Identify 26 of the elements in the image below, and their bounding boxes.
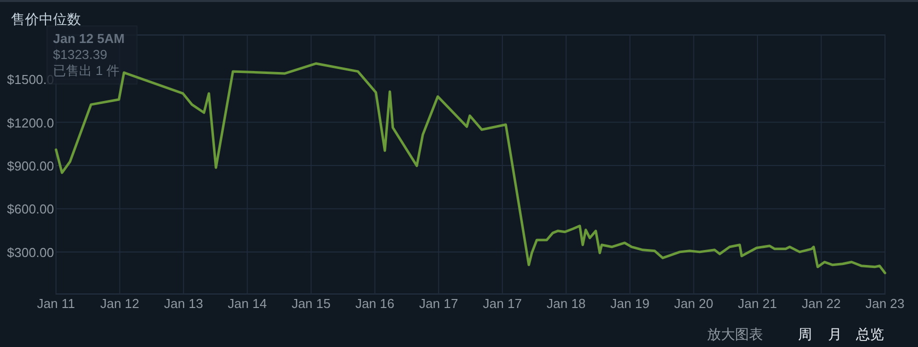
y-tick-label: $300.00 — [7, 244, 54, 260]
x-tick-label: Jan 22 — [802, 296, 841, 311]
y-tick-label: $600.00 — [7, 202, 54, 217]
x-tick-label: Jan 21 — [738, 296, 777, 311]
x-tick-label: Jan 17 — [419, 296, 458, 311]
x-tick-label: Jan 18 — [546, 296, 586, 311]
x-tick-label: Jan 12 — [100, 296, 140, 311]
annotation: 已售出 1 件 — [53, 63, 120, 78]
annotation: $1323.39 — [53, 47, 108, 62]
annotation: Jan 12 5AM — [53, 31, 125, 46]
text: 月 — [828, 326, 842, 342]
x-tick-label: Jan 15 — [292, 296, 331, 311]
x-tick-label: Jan 13 — [164, 296, 204, 311]
y-tick-label: $1200.0 — [7, 115, 54, 130]
x-tick-label: Jan 17 — [482, 296, 522, 311]
x-tick-label: Jan 19 — [610, 296, 650, 311]
x-tick-label: Jan 11 — [36, 296, 76, 311]
text: 周 — [798, 326, 812, 342]
x-tick-label: Jan 20 — [674, 296, 714, 311]
x-tick-label: Jan 23 — [865, 296, 905, 311]
text: 放大图表 — [707, 326, 763, 342]
y-tick-label: $900.00 — [7, 158, 54, 174]
chart-title: 售价中位数 — [11, 11, 81, 27]
x-tick-label: Jan 14 — [228, 296, 267, 311]
text: 总览 — [855, 326, 884, 342]
x-tick-label: Jan 16 — [355, 296, 394, 311]
